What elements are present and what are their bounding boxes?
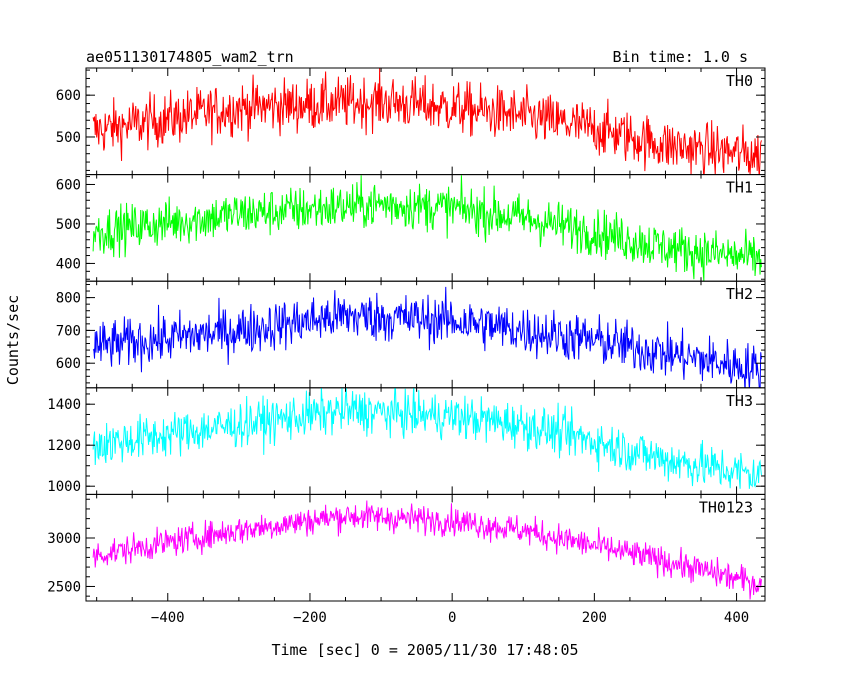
- y-tick-label: 600: [56, 177, 81, 193]
- series-label-th2: TH2: [726, 285, 753, 303]
- series-line-th1: [92, 175, 762, 282]
- x-tick-label: 0: [448, 610, 456, 626]
- series-label-th3: TH3: [726, 392, 753, 410]
- x-tick-label: 400: [724, 610, 749, 626]
- series-line-th0: [92, 68, 762, 175]
- y-tick-label: 700: [56, 323, 81, 339]
- y-tick-label: 1000: [47, 479, 81, 495]
- x-tick-label: −400: [151, 610, 185, 626]
- y-tick-label: 600: [56, 356, 81, 372]
- y-tick-label: 3000: [47, 531, 81, 547]
- x-axis-label: Time [sec] 0 = 2005/11/30 17:48:05: [271, 641, 578, 659]
- y-tick-label: 500: [56, 130, 81, 146]
- y-tick-label: 800: [56, 291, 81, 307]
- series-label-th1: TH1: [726, 179, 753, 197]
- y-tick-label: 600: [56, 88, 81, 104]
- y-tick-label: 1200: [47, 438, 81, 454]
- series-line-th0123: [92, 500, 762, 600]
- x-tick-label: 200: [582, 610, 607, 626]
- y-tick-label: 2500: [47, 579, 81, 595]
- x-tick-label: −200: [293, 610, 327, 626]
- panels-group: 500 600 TH0 400 500 600 TH1 600 700 800 TH2 1000 120…: [47, 67, 766, 626]
- series-line-th2: [92, 286, 762, 388]
- series-label-th0123: TH0123: [699, 498, 753, 516]
- chart-title-right: Bin time: 1.0 s: [613, 48, 748, 66]
- series-line-th3: [92, 387, 762, 489]
- chart-title-left: ae051130174805_wam2_trn: [86, 48, 294, 66]
- y-tick-label: 400: [56, 256, 81, 272]
- y-tick-label: 1400: [47, 397, 81, 413]
- series-label-th0: TH0: [726, 72, 753, 90]
- y-axis-label: Counts/sec: [4, 295, 22, 385]
- y-tick-label: 500: [56, 217, 81, 233]
